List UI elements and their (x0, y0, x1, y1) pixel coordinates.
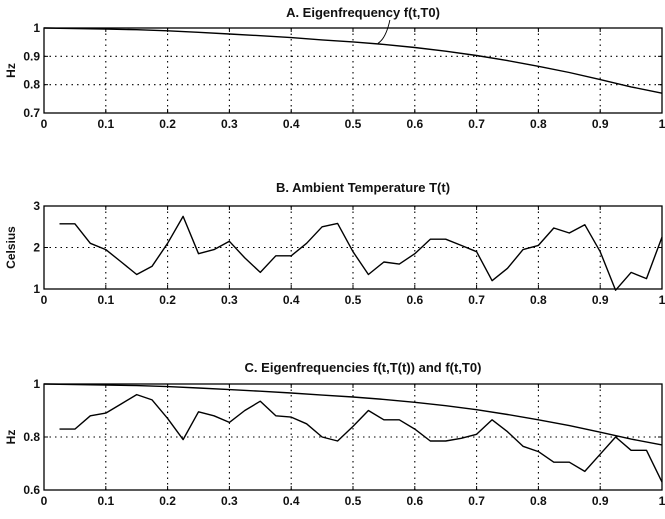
panel-b-xtick-label: 0.5 (345, 293, 362, 307)
panel-b-series-1-line (59, 215, 663, 291)
panel-c-xtick-label: 0.9 (592, 494, 609, 508)
panel-c-xtick-label: 1 (659, 494, 665, 508)
panel-c-title: C. Eigenfrequencies f(t,T(t)) and f(t,T0… (245, 360, 482, 375)
panel-a-ytick-label: 0.7 (23, 106, 40, 120)
panel-b-xtick-label: 0.4 (283, 293, 300, 307)
panel-a-xtick-label: 0.2 (159, 117, 176, 131)
panel-c-xtick-label: 0.3 (221, 494, 238, 508)
panel-c-xtick-label: 0.2 (159, 494, 176, 508)
panel-a-xtick-label: 0.5 (345, 117, 362, 131)
panel-a-ylabel: Hz (4, 63, 18, 78)
panel-b-ytick-label: 3 (33, 199, 40, 213)
panel-b-ytick-label: 2 (33, 241, 40, 255)
panel-a-xtick-label: 0.8 (530, 117, 547, 131)
panel-a-xtick-label: 0.7 (468, 117, 485, 131)
panel-c-xtick-label: 0.8 (530, 494, 547, 508)
panel-a-xtick-label: 0 (41, 117, 48, 131)
panel-c-series-2-line (59, 393, 663, 483)
panel-c-xtick-label: 0.6 (406, 494, 423, 508)
panel-c-xtick-label: 0.4 (283, 494, 300, 508)
panel-a-xtick-label: 1 (659, 117, 665, 131)
panel-b-xtick-label: 0.1 (97, 293, 114, 307)
panel-a-title-leader (377, 19, 391, 44)
panel-a-xtick-label: 0.4 (283, 117, 300, 131)
panel-b-title: B. Ambient Temperature T(t) (276, 180, 450, 195)
panel-b-xtick-label: 0 (41, 293, 48, 307)
panel-c-xtick-label: 0.5 (345, 494, 362, 508)
panel-a-ytick-label: 1 (33, 21, 40, 35)
panel-c-ytick-label: 0.6 (23, 483, 40, 497)
panel-a-ytick-label: 0.8 (23, 78, 40, 92)
panel-b-ylabel: Celsius (4, 226, 18, 269)
panel-b-xtick-label: 0.9 (592, 293, 609, 307)
panel-b-xtick-label: 0.8 (530, 293, 547, 307)
panel-b-xtick-label: 0.2 (159, 293, 176, 307)
panel-a-xtick-label: 0.1 (97, 117, 114, 131)
panel-b-ytick-label: 1 (33, 282, 40, 296)
panel-c-xtick-label: 0.7 (468, 494, 485, 508)
panel-a-title: A. Eigenfrequency f(t,T0) (286, 5, 440, 20)
panel-c-series-1-line (43, 383, 663, 446)
panel-b-xtick-label: 0.6 (406, 293, 423, 307)
panel-b-xtick-label: 0.7 (468, 293, 485, 307)
panel-a-ytick-label: 0.9 (23, 49, 40, 63)
panel-a-xtick-label: 0.3 (221, 117, 238, 131)
panel-b-xtick-label: 1 (659, 293, 665, 307)
panel-c-xtick-label: 0 (41, 494, 48, 508)
panel-c-ytick-label: 0.8 (23, 430, 40, 444)
panel-a-xtick-label: 0.6 (406, 117, 423, 131)
panel-c-ytick-label: 1 (33, 377, 40, 391)
panel-c-xtick-label: 0.1 (97, 494, 114, 508)
panel-c-ylabel: Hz (4, 430, 18, 445)
panel-b-xtick-label: 0.3 (221, 293, 238, 307)
panel-a-series-1-line (43, 27, 663, 94)
panel-a-xtick-label: 0.9 (592, 117, 609, 131)
